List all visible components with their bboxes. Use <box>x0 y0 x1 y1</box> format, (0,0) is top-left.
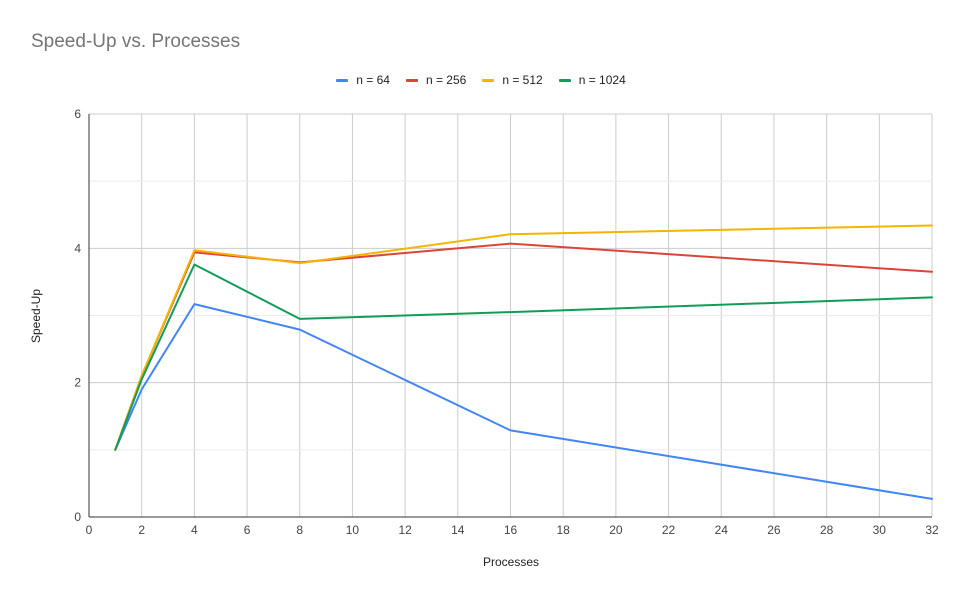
legend-item-n512[interactable]: n = 512 <box>482 73 543 87</box>
x-tick-label: 16 <box>504 523 518 537</box>
x-tick-label: 10 <box>346 523 360 537</box>
legend-swatch-n512 <box>482 78 495 82</box>
y-tick-label: 4 <box>74 241 81 255</box>
x-tick-label: 12 <box>398 523 412 537</box>
x-tick-label: 22 <box>662 523 676 537</box>
legend-swatch-n256 <box>405 78 418 82</box>
x-tick-label: 8 <box>296 523 303 537</box>
legend-label-n64: n = 64 <box>356 73 390 87</box>
x-axis-title: Processes <box>483 555 539 569</box>
legend: n = 64 n = 256 n = 512 n = 1024 <box>0 73 962 87</box>
x-tick-label: 32 <box>925 523 939 537</box>
series-line-n-64 <box>114 303 933 500</box>
legend-item-n64[interactable]: n = 64 <box>336 73 390 87</box>
legend-label-n256: n = 256 <box>425 73 467 87</box>
x-tick-label: 30 <box>873 523 887 537</box>
x-tick-label: 0 <box>86 523 93 537</box>
x-tick-label: 6 <box>244 523 251 537</box>
x-tick-label: 24 <box>715 523 729 537</box>
series-lines <box>114 224 933 500</box>
legend-swatch-n1024 <box>558 78 571 82</box>
chart-title: Speed-Up vs. Processes <box>31 31 241 52</box>
series-line-n-512 <box>114 224 933 451</box>
x-tick-label: 14 <box>451 523 465 537</box>
x-tick-label: 18 <box>557 523 571 537</box>
y-tick-label: 2 <box>74 376 81 390</box>
grid <box>89 113 933 517</box>
legend-item-n1024[interactable]: n = 1024 <box>558 73 626 87</box>
legend-item-n256[interactable]: n = 256 <box>405 73 467 87</box>
series-line-n-256 <box>114 242 933 451</box>
legend-swatch-n64 <box>336 78 349 82</box>
y-tick-label: 0 <box>74 510 81 524</box>
y-axis-title: Speed-Up <box>29 289 43 343</box>
legend-label-n1024: n = 1024 <box>578 73 626 87</box>
x-tick-label: 4 <box>191 523 198 537</box>
y-tick-label: 6 <box>74 107 81 121</box>
series-line-n-1024 <box>114 263 933 451</box>
x-tick-label: 2 <box>138 523 145 537</box>
x-tick-label: 20 <box>609 523 623 537</box>
x-tick-label: 28 <box>820 523 834 537</box>
legend-label-n512: n = 512 <box>502 73 543 87</box>
x-tick-label: 26 <box>767 523 781 537</box>
